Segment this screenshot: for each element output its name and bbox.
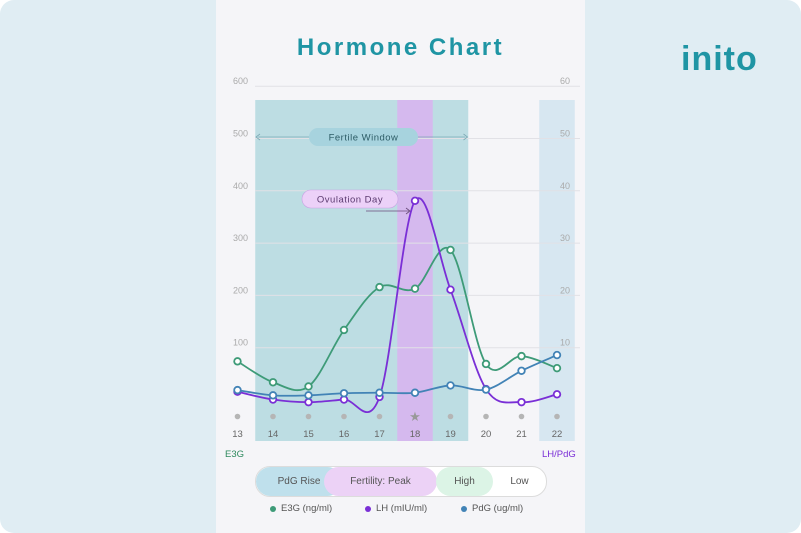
- ovulation-day-label: Ovulation Day: [317, 195, 383, 206]
- x-tick-label: 13: [232, 429, 243, 440]
- pdg-data-point: [410, 388, 420, 397]
- brand-logo: inito: [681, 40, 758, 78]
- legend-e3g: E3G (ng/ml): [270, 503, 332, 514]
- right-tick-label: 30: [560, 233, 570, 243]
- day-marker: [518, 413, 525, 420]
- day-marker: [270, 413, 276, 420]
- pdg-rise-band: [539, 100, 575, 441]
- right-tick-label: 40: [560, 181, 570, 191]
- x-tick-label: 16: [339, 429, 350, 440]
- x-tick-label: 20: [481, 429, 492, 440]
- x-tick-label: 17: [374, 429, 385, 440]
- page-title: Hormone Chart: [296, 34, 505, 61]
- left-tick-label: 200: [233, 285, 248, 295]
- day-marker: [376, 413, 383, 420]
- pdg-data-point: [481, 385, 491, 394]
- day-marker: [447, 413, 454, 420]
- right-tick-label: 20: [560, 285, 570, 295]
- right-tick-label: 50: [560, 129, 570, 139]
- pdg-data-point: [339, 389, 349, 398]
- ovulation-day-band: [397, 100, 433, 441]
- right-tick-label: 10: [560, 338, 570, 348]
- legend-pdg-label: PdG (ug/ml): [472, 503, 524, 514]
- lh-data-point: [552, 390, 562, 399]
- lh-legend-dot: [365, 505, 371, 512]
- e3g-data-point: [304, 382, 313, 391]
- e3g-data-point: [552, 363, 562, 373]
- fertile-window-right-arrow-icon: [463, 133, 469, 141]
- pdg-data-point: [446, 381, 455, 390]
- fertile-window-left-arrow-icon: [255, 133, 261, 141]
- pdg-line: [237, 354, 558, 397]
- x-tick-label: 18: [410, 429, 421, 440]
- fertile-window-band: [255, 100, 469, 441]
- e3g-data-point: [268, 378, 278, 387]
- pdg-legend-dot: [461, 505, 467, 512]
- e3g-data-point: [481, 359, 491, 369]
- right-tick-label: 60: [560, 76, 570, 86]
- pdg-data-point: [304, 391, 313, 400]
- ovulation-day-arrow-head-icon: [405, 207, 411, 215]
- lh-data-point: [517, 397, 526, 407]
- lh-data-point: [446, 285, 455, 294]
- legend-e3g-label: E3G (ng/ml): [281, 503, 333, 514]
- phase-low: Low: [510, 476, 529, 487]
- e3g-data-point: [446, 245, 455, 255]
- fertile-window-pill: [309, 128, 418, 146]
- legend-pdg: PdG (ug/ml): [461, 503, 523, 514]
- pdg-data-point: [375, 388, 384, 397]
- e3g-data-point: [517, 351, 526, 361]
- ovulation-day-pill: [301, 189, 399, 209]
- day-marker: [305, 413, 312, 420]
- e3g-data-point: [233, 357, 242, 366]
- legend-lh: LH (mIU/ml): [365, 503, 427, 514]
- lh-line: [237, 197, 558, 414]
- phase-fertility-peak: Fertility: Peak: [324, 467, 437, 496]
- pdg-data-point: [233, 385, 242, 395]
- right-axis-label: LH/PdG: [542, 449, 576, 460]
- fertile-window-label: Fertile Window: [329, 133, 399, 144]
- left-tick-label: 500: [233, 129, 248, 139]
- e3g-data-point: [375, 282, 384, 292]
- lh-data-point: [304, 397, 313, 407]
- e3g-data-point: [410, 284, 420, 293]
- pdg-data-point: [552, 350, 562, 360]
- e3g-data-point: [339, 325, 349, 335]
- phase-high: High: [436, 467, 493, 496]
- day-marker: [554, 413, 560, 420]
- e3g-legend-dot: [270, 505, 276, 512]
- ovulation-star-icon: ★: [409, 409, 421, 424]
- x-tick-label: 22: [552, 429, 563, 440]
- legend-lh-label: LH (mIU/ml): [376, 503, 428, 514]
- left-tick-label: 600: [233, 76, 248, 86]
- day-marker: [234, 413, 241, 420]
- e3g-line: [237, 246, 558, 391]
- x-tick-label: 14: [268, 429, 279, 440]
- pdg-data-point: [517, 366, 526, 375]
- pdg-data-point: [268, 391, 278, 400]
- day-marker: [483, 413, 489, 420]
- left-tick-label: 400: [233, 181, 248, 191]
- left-axis-label: E3G: [225, 449, 245, 460]
- day-marker: [341, 413, 347, 420]
- phase-legend-bar: PdG Rise Fertility: Peak High Low: [255, 466, 547, 497]
- x-tick-label: 21: [516, 429, 527, 440]
- left-tick-label: 100: [233, 338, 248, 348]
- x-tick-label: 19: [445, 429, 456, 440]
- left-tick-label: 300: [233, 233, 248, 243]
- lh-data-point: [410, 196, 420, 205]
- x-tick-label: 15: [303, 429, 314, 440]
